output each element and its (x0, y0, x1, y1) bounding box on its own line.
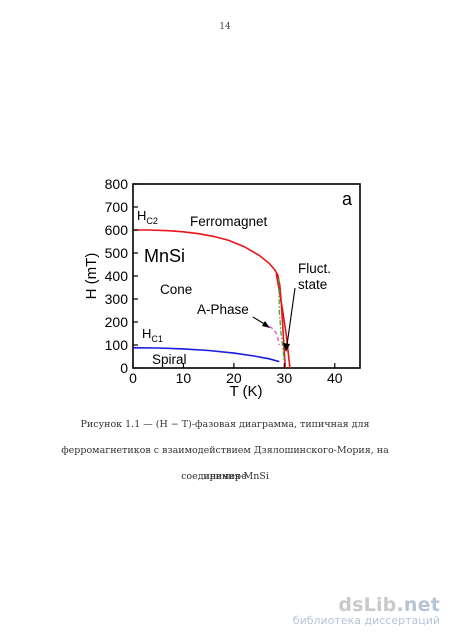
figure-caption-line-1: Рисунок 1.1 — (H − T)-фазовая диаграмма,… (80, 419, 370, 430)
y-tick-label: 400 (105, 268, 129, 284)
a-phase-arrow (252, 316, 270, 328)
x-tick-label: 10 (176, 370, 192, 386)
page-number: 14 (219, 22, 231, 32)
a-phase-label: A-Phase (197, 302, 249, 317)
series-layer (133, 229, 291, 368)
dslib-watermark: dsLib.net библиотека диссертаций (293, 594, 440, 627)
panel-letter: a (342, 189, 353, 209)
x-tick-label: 30 (277, 370, 293, 386)
x-axis-label: T (K) (229, 383, 262, 400)
hc2-label: HC2 (137, 208, 158, 226)
fluct-state-label: Fluct. state (298, 261, 335, 292)
dslib-logo: dsLib.net (338, 594, 440, 616)
mnsi-label: MnSi (144, 246, 185, 266)
y-tick-label: 800 (105, 176, 129, 192)
y-tick-label: 200 (105, 314, 129, 330)
y-tick-label: 700 (105, 199, 129, 215)
y-axis-label: H (mT) (83, 253, 100, 300)
phase-boundary-5 (268, 326, 280, 346)
y-tick-label: 100 (105, 337, 129, 353)
figure-caption-line-3: соединения MnSi (181, 471, 269, 482)
cone-label: Cone (160, 282, 192, 297)
x-tick-label: 20 (226, 370, 242, 386)
y-tick-label: 600 (105, 222, 129, 238)
x-tick-label: 0 (129, 370, 137, 386)
y-tick-label: 0 (120, 360, 128, 376)
hc1-label: HC1 (142, 326, 163, 344)
x-tick-label: 40 (327, 370, 343, 386)
dslib-subtitle: библиотека диссертаций (292, 614, 440, 627)
figure-caption-line-2: ферромагнетиков с взаимодействием Дзялош… (61, 445, 389, 482)
y-tick-label: 300 (105, 291, 129, 307)
spiral-label: Spiral (152, 352, 187, 367)
phase-boundary-4 (278, 278, 285, 362)
y-tick-label: 500 (105, 245, 129, 261)
phase-boundary-2 (133, 347, 280, 363)
fluct-state-arrow (283, 287, 296, 352)
ferromagnet-label: Ferromagnet (190, 214, 268, 229)
plot-frame (132, 183, 361, 369)
phase-boundary-1 (133, 229, 287, 368)
